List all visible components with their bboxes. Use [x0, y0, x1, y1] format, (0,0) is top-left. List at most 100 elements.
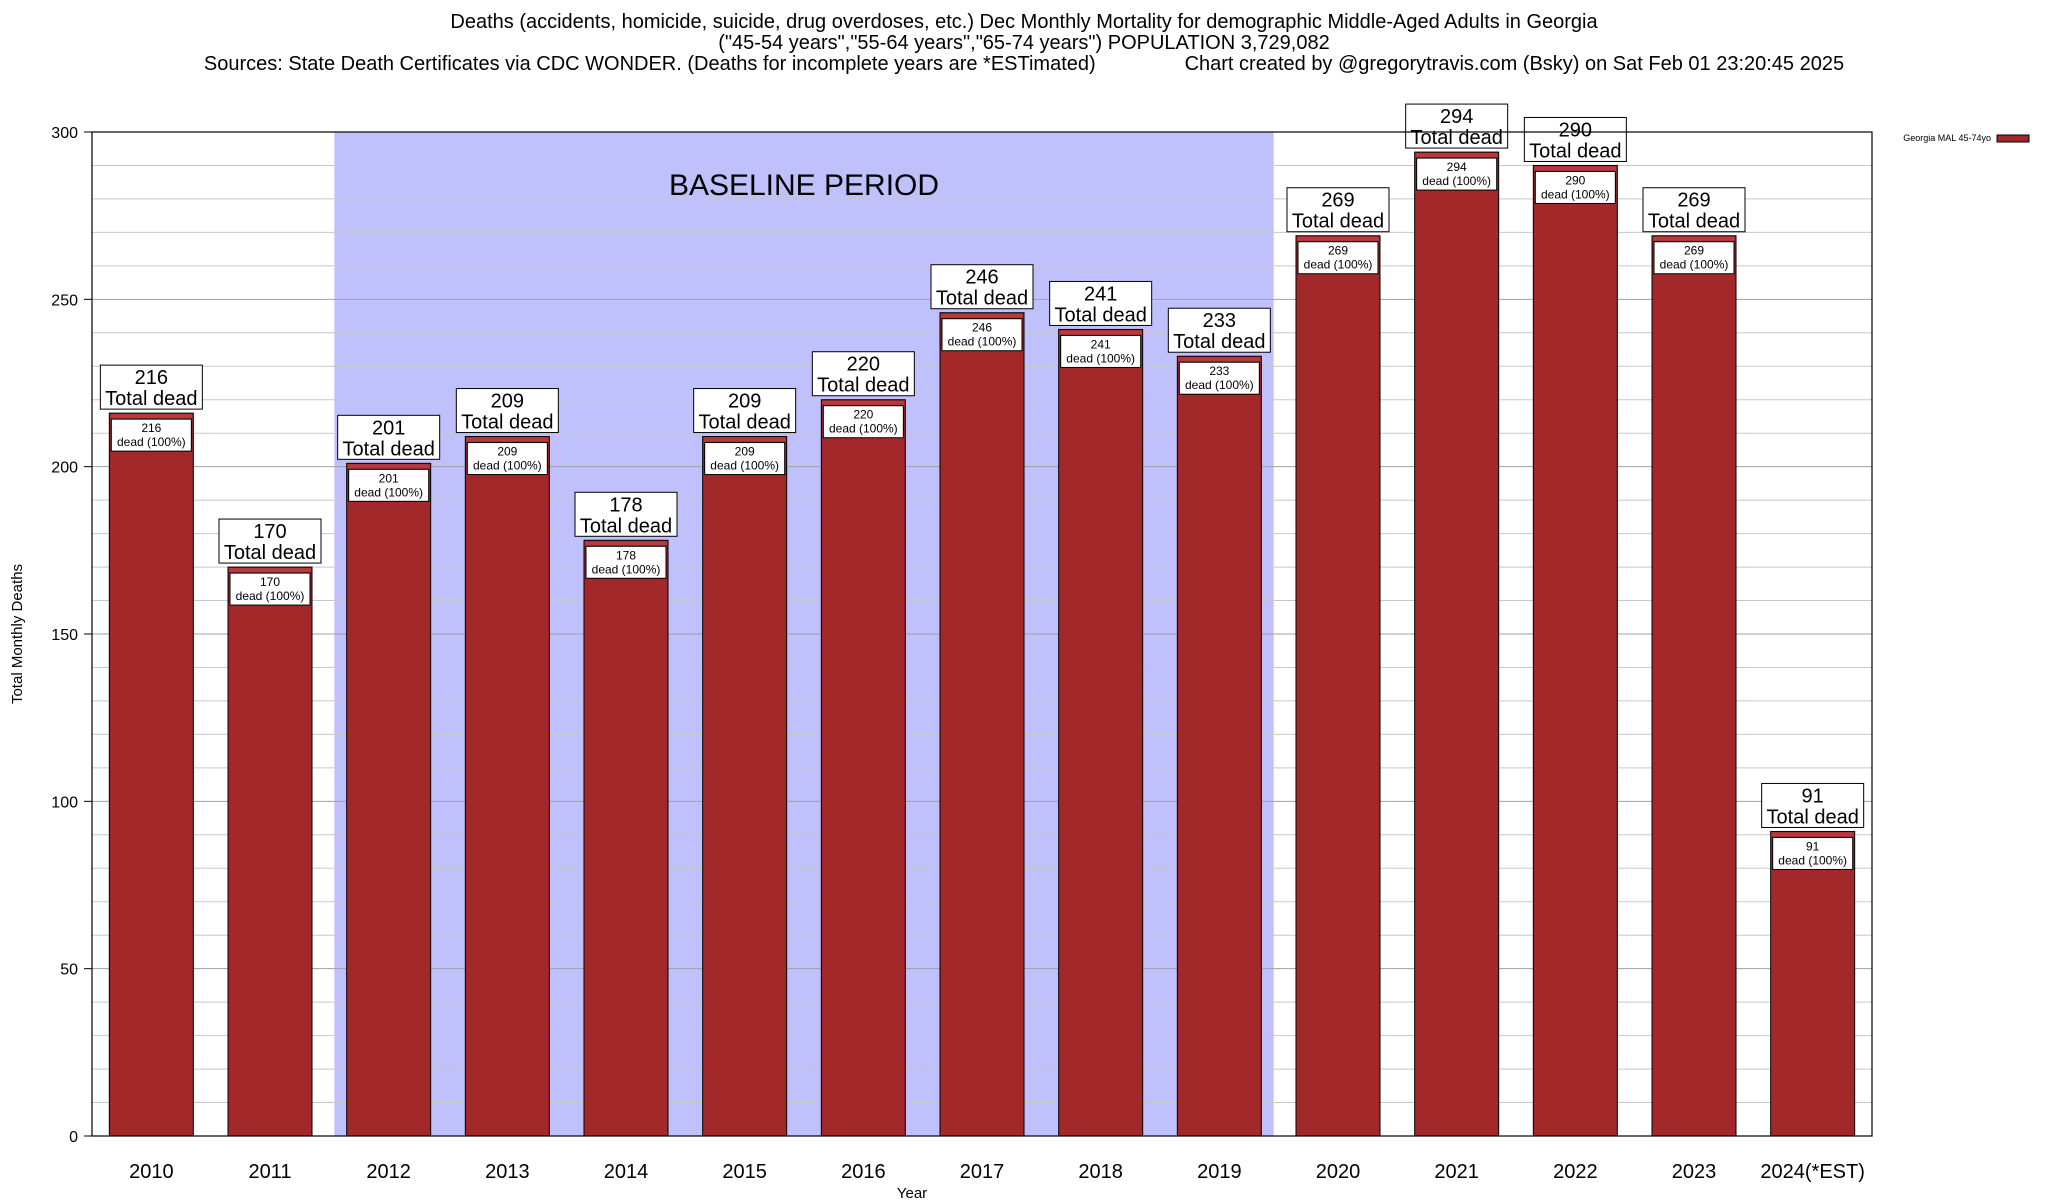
data-label-value: 209: [728, 391, 761, 413]
x-tick-label: 2010: [129, 1161, 174, 1183]
x-tick-label: 2011: [248, 1161, 291, 1183]
bar-cap-2021: [1415, 153, 1498, 158]
outer-label-box: [1049, 280, 1153, 326]
inner-label-text: dead (100%): [592, 562, 661, 576]
inner-label-value: 220: [853, 408, 873, 422]
outer-label-box: [455, 388, 559, 434]
x-tick-label: 2013: [485, 1161, 530, 1183]
inner-label-text: dead (100%): [1660, 258, 1729, 272]
y-tick-label: 50: [60, 962, 78, 979]
data-label-text: Total dead: [1529, 140, 1621, 162]
inner-label-text: dead (100%): [829, 422, 898, 436]
inner-label-text: dead (100%): [948, 335, 1017, 349]
inner-label-box: [1416, 157, 1498, 191]
outer-label-box: [1523, 116, 1627, 162]
data-label-value: 170: [253, 521, 286, 543]
data-label-text: Total dead: [105, 388, 197, 410]
bar-cap-2018: [1059, 330, 1142, 335]
bar-cap-2012: [347, 464, 430, 469]
data-label-value: 201: [372, 417, 405, 439]
y-tick-label: 250: [51, 292, 78, 309]
inner-label-box: [110, 418, 192, 452]
inner-label-text: dead (100%): [710, 459, 779, 473]
bar-2024(*EST): [1770, 830, 1856, 1137]
bar-2021: [1414, 151, 1500, 1137]
inner-label-box: [229, 572, 311, 606]
inner-label-box: [822, 405, 904, 439]
outer-label-box: [930, 264, 1034, 310]
bar-cap-2016: [822, 400, 905, 405]
data-label-value: 178: [609, 494, 642, 516]
inner-label-value: 209: [735, 445, 755, 459]
bar-cap-2011: [229, 568, 311, 573]
bar-2010: [108, 412, 194, 1137]
legend-label: Georgia MAL 45-74yo: [1903, 133, 1991, 143]
bar-cap-2020: [1297, 236, 1379, 241]
outer-label-box: [1405, 103, 1509, 149]
x-tick-label: 2023: [1672, 1161, 1717, 1183]
inner-label-box: [1060, 334, 1142, 368]
inner-label-box: [1534, 170, 1616, 204]
bar-2017: [939, 312, 1025, 1137]
bar-2019: [1176, 355, 1262, 1137]
inner-label-text: dead (100%): [1422, 174, 1491, 188]
bar-2012: [346, 462, 432, 1137]
y-tick-label: 200: [51, 460, 78, 477]
inner-label-text: dead (100%): [1541, 187, 1610, 201]
inner-label-value: 209: [497, 445, 517, 459]
outer-label-box: [811, 351, 915, 397]
outer-label-box: [693, 388, 797, 434]
x-axis-label: Year: [897, 1185, 927, 1200]
inner-label-value: 269: [1328, 244, 1348, 258]
bar-cap-2024(*EST): [1771, 832, 1854, 837]
x-tick-label: 2022: [1553, 1161, 1598, 1183]
inner-label-value: 241: [1091, 337, 1111, 351]
bar-2018: [1058, 328, 1144, 1137]
x-tick-label: 2017: [960, 1161, 1005, 1183]
bar-cap-2023: [1653, 236, 1735, 241]
data-label-value: 290: [1559, 119, 1592, 141]
y-tick-label: 0: [69, 1129, 78, 1146]
data-label-text: Total dead: [224, 542, 316, 564]
outer-label-box: [1761, 782, 1865, 828]
outer-label-box: [574, 491, 678, 537]
outer-label-box: [1167, 307, 1271, 353]
x-tick-label: 2012: [366, 1161, 411, 1183]
outer-label-box: [1642, 187, 1746, 233]
x-tick-label: 2014: [604, 1161, 649, 1183]
inner-label-value: 269: [1684, 244, 1704, 258]
data-label-value: 220: [847, 354, 880, 376]
inner-label-text: dead (100%): [354, 485, 423, 499]
x-tick-label: 2021: [1434, 1161, 1479, 1183]
inner-label-text: dead (100%): [1066, 351, 1135, 365]
data-label-text: Total dead: [1767, 806, 1859, 828]
data-label-text: Total dead: [1411, 127, 1503, 149]
data-label-text: Total dead: [1648, 211, 1740, 233]
data-label-value: 294: [1440, 106, 1473, 128]
data-label-text: Total dead: [343, 438, 435, 460]
bar-2020: [1295, 235, 1381, 1137]
bar-2014: [583, 539, 669, 1137]
bar-cap-2019: [1178, 357, 1261, 362]
bar-2023: [1651, 235, 1737, 1137]
inner-label-value: 246: [972, 321, 992, 335]
data-label-value: 246: [965, 267, 998, 289]
inner-label-box: [585, 545, 667, 579]
data-label-text: Total dead: [1055, 304, 1147, 326]
bar-2013: [464, 436, 550, 1137]
bar-2022: [1532, 164, 1618, 1137]
inner-label-value: 178: [616, 548, 636, 562]
inner-label-text: dead (100%): [473, 459, 542, 473]
data-label-text: Total dead: [936, 288, 1028, 310]
inner-label-value: 294: [1447, 160, 1467, 174]
data-label-value: 269: [1677, 190, 1710, 212]
inner-label-text: dead (100%): [1185, 378, 1254, 392]
outer-label-box: [1286, 187, 1390, 233]
inner-label-box: [466, 442, 548, 476]
x-tick-label: 2020: [1316, 1161, 1361, 1183]
bar-cap-2014: [585, 541, 667, 546]
data-label-text: Total dead: [461, 412, 553, 434]
inner-label-value: 170: [260, 575, 280, 589]
inner-label-box: [1297, 241, 1379, 275]
data-label-value: 241: [1084, 283, 1117, 305]
